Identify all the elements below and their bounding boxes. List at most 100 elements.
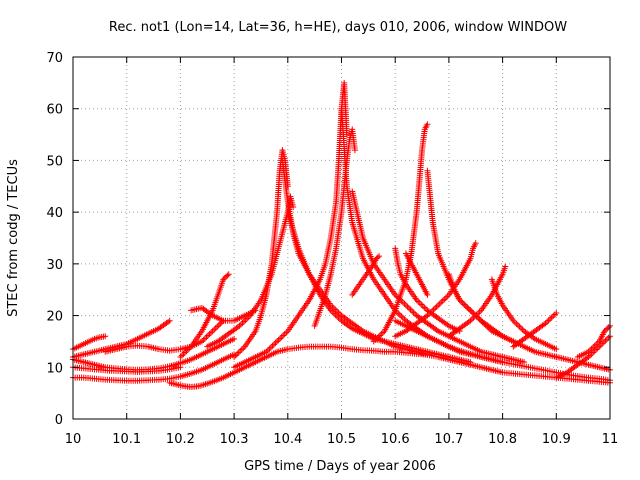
x-tick-label: 10.9: [542, 432, 571, 447]
data-point: [419, 302, 426, 309]
x-tick-label: 10.7: [434, 432, 463, 447]
y-tick-label: 0: [55, 413, 63, 428]
y-tick-label: 40: [46, 206, 63, 221]
data-point: [604, 325, 611, 332]
data-point: [553, 346, 560, 353]
data-point: [270, 341, 277, 348]
x-tick-label: 10.4: [273, 432, 302, 447]
y-tick-label: 10: [46, 361, 63, 376]
data-point: [252, 307, 259, 314]
data-point: [206, 331, 213, 338]
data-point: [470, 314, 477, 321]
x-tick-label: 10.6: [381, 432, 410, 447]
x-tick-label: 10.1: [112, 432, 141, 447]
data-point: [444, 293, 451, 300]
data-point: [241, 318, 248, 325]
data-point: [510, 338, 517, 345]
data-point: [402, 302, 409, 309]
data-point: [214, 323, 221, 330]
data-point: [471, 313, 478, 320]
data-point: [473, 311, 480, 318]
data-point: [424, 121, 431, 128]
data-point: [516, 323, 523, 330]
data-point: [211, 326, 218, 333]
data-point: [209, 328, 216, 335]
data-point: [223, 273, 230, 280]
data-point: [205, 332, 212, 339]
data-point: [462, 302, 469, 309]
data-point: [601, 328, 608, 335]
data-point: [476, 308, 483, 315]
data-point: [442, 294, 449, 301]
data-point: [472, 240, 479, 247]
data-point: [166, 317, 173, 324]
y-axis-label: STEC from codg / TECUs: [6, 159, 21, 317]
data-point: [266, 345, 273, 352]
data-point: [465, 305, 472, 312]
data-point: [518, 325, 525, 332]
data-point: [418, 301, 425, 308]
x-tick-label: 10.3: [220, 432, 249, 447]
data-point: [406, 305, 413, 312]
data-point: [514, 322, 521, 329]
data-point: [281, 331, 288, 338]
chart-title: Rec. not1 (Lon=14, Lat=36, h=HE), days 0…: [109, 20, 567, 35]
data-point: [231, 335, 238, 342]
data-point: [424, 291, 431, 298]
data-point: [177, 353, 184, 360]
y-tick-label: 30: [46, 258, 63, 273]
data-point: [438, 299, 445, 306]
x-axis-label: GPS time / Days of year 2006: [244, 459, 436, 474]
data-point: [545, 317, 552, 324]
data-point: [220, 276, 227, 283]
data-point: [277, 335, 284, 342]
data-point: [215, 322, 222, 329]
x-tick-label: 10: [65, 432, 82, 447]
data-point: [399, 314, 406, 321]
data-point: [410, 309, 417, 316]
data-point: [553, 309, 560, 316]
x-tick-label: 10.5: [327, 432, 356, 447]
data-point: [513, 320, 520, 327]
data-point: [272, 339, 279, 346]
data-point: [374, 254, 381, 261]
data-point: [224, 272, 231, 279]
data-point: [373, 255, 380, 262]
y-tick-label: 50: [46, 154, 63, 169]
data-point: [280, 332, 287, 339]
y-tick-label: 70: [46, 51, 63, 66]
x-tick-label: 11: [602, 432, 619, 447]
data-point: [605, 334, 612, 341]
data-point: [240, 345, 247, 352]
data-point: [269, 342, 276, 349]
data-point: [203, 333, 210, 340]
data-point: [547, 315, 554, 322]
x-tick-label: 10.8: [488, 432, 517, 447]
data-point: [551, 311, 558, 318]
data-point: [212, 325, 219, 332]
data-point: [396, 311, 403, 318]
data-point: [232, 352, 239, 359]
data-point: [376, 253, 383, 260]
data-point: [602, 337, 609, 344]
data-point: [415, 298, 422, 305]
data-point: [221, 275, 228, 282]
data-point: [464, 304, 471, 311]
data-point: [432, 305, 439, 312]
data-point: [278, 333, 285, 340]
data-point: [398, 313, 405, 320]
data-point: [550, 312, 557, 319]
x-tick-label: 10.2: [166, 432, 195, 447]
data-point: [421, 304, 428, 311]
data-point: [404, 303, 411, 310]
data-point: [436, 300, 443, 307]
data-point: [267, 344, 274, 351]
data-point: [467, 307, 474, 314]
data-point: [441, 296, 448, 303]
data-point: [605, 324, 612, 331]
data-point: [201, 335, 208, 342]
data-point: [603, 336, 610, 343]
data-point: [435, 302, 442, 309]
